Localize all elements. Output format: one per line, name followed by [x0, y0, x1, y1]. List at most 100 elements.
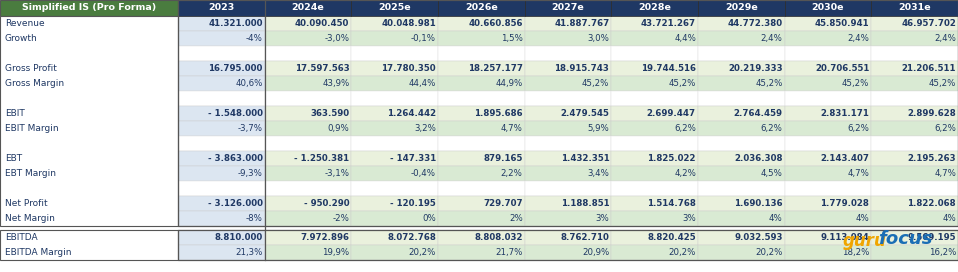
Text: 16.795.000: 16.795.000	[208, 64, 262, 73]
Text: 1.432.351: 1.432.351	[560, 154, 609, 163]
Text: 19,9%: 19,9%	[322, 248, 350, 257]
Text: 20.706.551: 20.706.551	[815, 64, 869, 73]
Bar	[264, 181, 352, 196]
Bar	[785, 166, 872, 181]
Bar	[438, 181, 525, 196]
Bar	[264, 151, 352, 166]
Text: 44.772.380: 44.772.380	[727, 19, 783, 28]
Bar	[611, 181, 698, 196]
Text: 7.972.896: 7.972.896	[301, 233, 350, 242]
Text: 1.264.442: 1.264.442	[387, 109, 436, 118]
Text: 6,2%: 6,2%	[848, 124, 869, 133]
Bar	[178, 151, 264, 166]
Bar	[611, 91, 698, 106]
Text: 20,2%: 20,2%	[755, 248, 783, 257]
Text: Growth: Growth	[5, 34, 37, 43]
Bar	[352, 31, 438, 46]
Text: 40.090.450: 40.090.450	[295, 19, 350, 28]
Bar	[698, 0, 785, 16]
Bar	[178, 46, 264, 61]
Bar	[178, 31, 264, 46]
Bar	[785, 106, 872, 121]
Text: EBT: EBT	[5, 154, 22, 163]
Bar	[352, 106, 438, 121]
Bar	[352, 245, 438, 260]
Text: 45,2%: 45,2%	[669, 79, 696, 88]
Bar	[785, 61, 872, 76]
Bar	[872, 181, 958, 196]
Bar	[872, 61, 958, 76]
Bar	[178, 211, 264, 226]
Text: -8%: -8%	[246, 214, 262, 223]
Text: -3,1%: -3,1%	[325, 169, 350, 178]
Bar	[264, 166, 352, 181]
Text: 4%: 4%	[769, 214, 783, 223]
Text: 20.219.333: 20.219.333	[728, 64, 783, 73]
Bar	[872, 46, 958, 61]
Bar	[698, 245, 785, 260]
Bar	[264, 0, 352, 16]
Bar	[178, 61, 264, 76]
Text: - 1.250.381: - 1.250.381	[294, 154, 350, 163]
Bar	[264, 16, 352, 31]
Bar	[438, 151, 525, 166]
Text: EBITDA: EBITDA	[5, 233, 37, 242]
Text: EBIT Margin: EBIT Margin	[5, 124, 58, 133]
Text: 20,2%: 20,2%	[669, 248, 696, 257]
Bar	[352, 121, 438, 136]
Bar	[178, 91, 264, 106]
Bar	[352, 16, 438, 31]
Text: 43,9%: 43,9%	[322, 79, 350, 88]
Bar	[438, 31, 525, 46]
Text: 45,2%: 45,2%	[928, 79, 956, 88]
Bar	[178, 245, 264, 260]
Bar	[611, 61, 698, 76]
Bar	[785, 46, 872, 61]
Bar	[611, 121, 698, 136]
Bar	[698, 166, 785, 181]
Text: 2.831.171: 2.831.171	[820, 109, 869, 118]
Text: 9.032.593: 9.032.593	[734, 233, 783, 242]
Bar	[178, 181, 264, 196]
Bar	[872, 76, 958, 91]
Bar	[785, 16, 872, 31]
Text: 21.206.511: 21.206.511	[901, 64, 956, 73]
Bar	[178, 166, 264, 181]
Text: 44,4%: 44,4%	[409, 79, 436, 88]
Text: 16,2%: 16,2%	[928, 248, 956, 257]
Bar	[264, 196, 352, 211]
Text: 2026e: 2026e	[465, 4, 498, 13]
Text: 0%: 0%	[422, 214, 436, 223]
Text: 2029e: 2029e	[725, 4, 758, 13]
Bar	[525, 196, 611, 211]
Text: EBIT: EBIT	[5, 109, 25, 118]
Text: Net Margin: Net Margin	[5, 214, 55, 223]
Bar	[264, 245, 352, 260]
Bar	[525, 166, 611, 181]
Bar	[525, 91, 611, 106]
Bar	[352, 211, 438, 226]
Text: 363.590: 363.590	[310, 109, 350, 118]
Text: - 147.331: - 147.331	[390, 154, 436, 163]
Bar	[0, 0, 178, 16]
Text: 44,9%: 44,9%	[495, 79, 523, 88]
Text: 46.957.702: 46.957.702	[901, 19, 956, 28]
Text: 1.825.022: 1.825.022	[648, 154, 696, 163]
Text: 3%: 3%	[682, 214, 696, 223]
Text: 2025e: 2025e	[378, 4, 411, 13]
Text: 2.036.308: 2.036.308	[734, 154, 783, 163]
Bar	[785, 245, 872, 260]
Bar	[525, 31, 611, 46]
Bar	[698, 211, 785, 226]
Bar	[352, 0, 438, 16]
Bar	[264, 31, 352, 46]
Text: 2,4%: 2,4%	[848, 34, 869, 43]
Text: - 120.195: - 120.195	[390, 199, 436, 208]
Text: 20,2%: 20,2%	[409, 248, 436, 257]
Text: 3,4%: 3,4%	[587, 169, 609, 178]
Bar	[178, 106, 264, 121]
Bar	[525, 46, 611, 61]
Bar	[264, 230, 352, 245]
Text: 1.690.136: 1.690.136	[734, 199, 783, 208]
Bar	[438, 61, 525, 76]
